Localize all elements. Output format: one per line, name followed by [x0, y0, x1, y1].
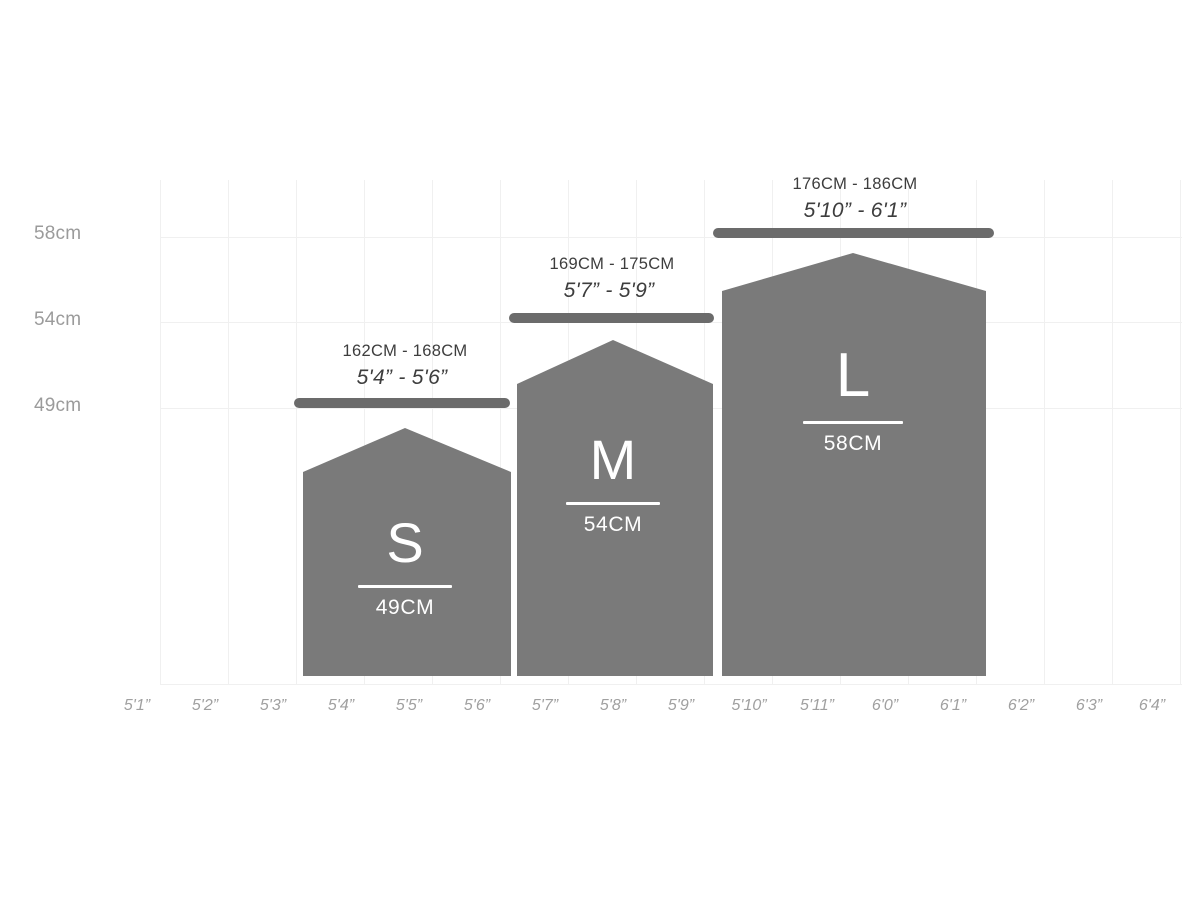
x-axis-tick: 5'10”: [731, 697, 767, 714]
x-axis-tick: 5'6”: [463, 697, 491, 714]
size-s-bar[interactable]: [303, 428, 511, 676]
grid-vline: [1112, 180, 1113, 685]
size-m-inner-label: M 54CM: [513, 432, 713, 537]
x-axis-tick: 6'4”: [1138, 697, 1166, 714]
size-l-bar[interactable]: [722, 253, 986, 676]
grid-vline: [1180, 180, 1181, 685]
x-axis-tick: 5'2”: [191, 697, 219, 714]
grid-vline: [1044, 180, 1045, 685]
size-m-divider: [566, 502, 660, 505]
size-l-frame-size: 58CM: [823, 432, 883, 455]
x-axis-tick: 5'4”: [327, 697, 355, 714]
size-l-divider: [803, 421, 903, 424]
grid-vline: [160, 180, 161, 685]
size-m-letter: M: [589, 428, 637, 491]
size-s-range-bar: [294, 398, 510, 408]
size-l-inner-label: L 58CM: [743, 345, 963, 456]
size-l-letter: L: [835, 341, 871, 410]
size-m-height-ft-range: 5'7” - 5'9”: [563, 279, 655, 302]
grid-hline: [160, 237, 1182, 238]
size-l-height-cm-range: 176CM - 186CM: [792, 175, 918, 193]
size-s-height-ft-range: 5'4” - 5'6”: [356, 366, 448, 389]
x-axis-tick: 5'11”: [800, 697, 834, 714]
x-axis-tick: 5'3”: [259, 697, 287, 714]
size-l-range-bar: [713, 228, 994, 238]
x-axis-tick: 6'1”: [939, 697, 967, 714]
size-s-divider: [358, 585, 452, 588]
grid-hline: [160, 684, 1182, 685]
grid-vline: [228, 180, 229, 685]
size-m-height-cm-range: 169CM - 175CM: [549, 255, 675, 273]
size-m-range-bar: [509, 313, 714, 323]
size-m-bar[interactable]: [517, 340, 713, 676]
size-l-height-ft-range: 5'10” - 6'1”: [803, 199, 907, 222]
grid-vline: [296, 180, 297, 685]
y-axis-tick-58cm: 58cm: [34, 223, 82, 244]
x-axis-tick: 6'2”: [1007, 697, 1035, 714]
x-axis-tick: 5'8”: [599, 697, 627, 714]
size-s-frame-size: 49CM: [375, 596, 435, 619]
y-axis-tick-54cm: 54cm: [34, 309, 82, 330]
x-axis-tick: 6'3”: [1075, 697, 1103, 714]
x-axis-tick: 6'0”: [871, 697, 899, 714]
x-axis-tick: 5'1”: [123, 697, 151, 714]
size-s-letter: S: [386, 511, 424, 574]
size-s-height-cm-range: 162CM - 168CM: [342, 342, 468, 360]
size-s-inner-label: S 49CM: [305, 515, 505, 620]
x-axis-tick: 5'9”: [667, 697, 695, 714]
x-axis-tick: 5'7”: [531, 697, 559, 714]
size-m-frame-size: 54CM: [583, 513, 643, 536]
y-axis-tick-49cm: 49cm: [34, 395, 82, 416]
x-axis-tick: 5'5”: [395, 697, 423, 714]
